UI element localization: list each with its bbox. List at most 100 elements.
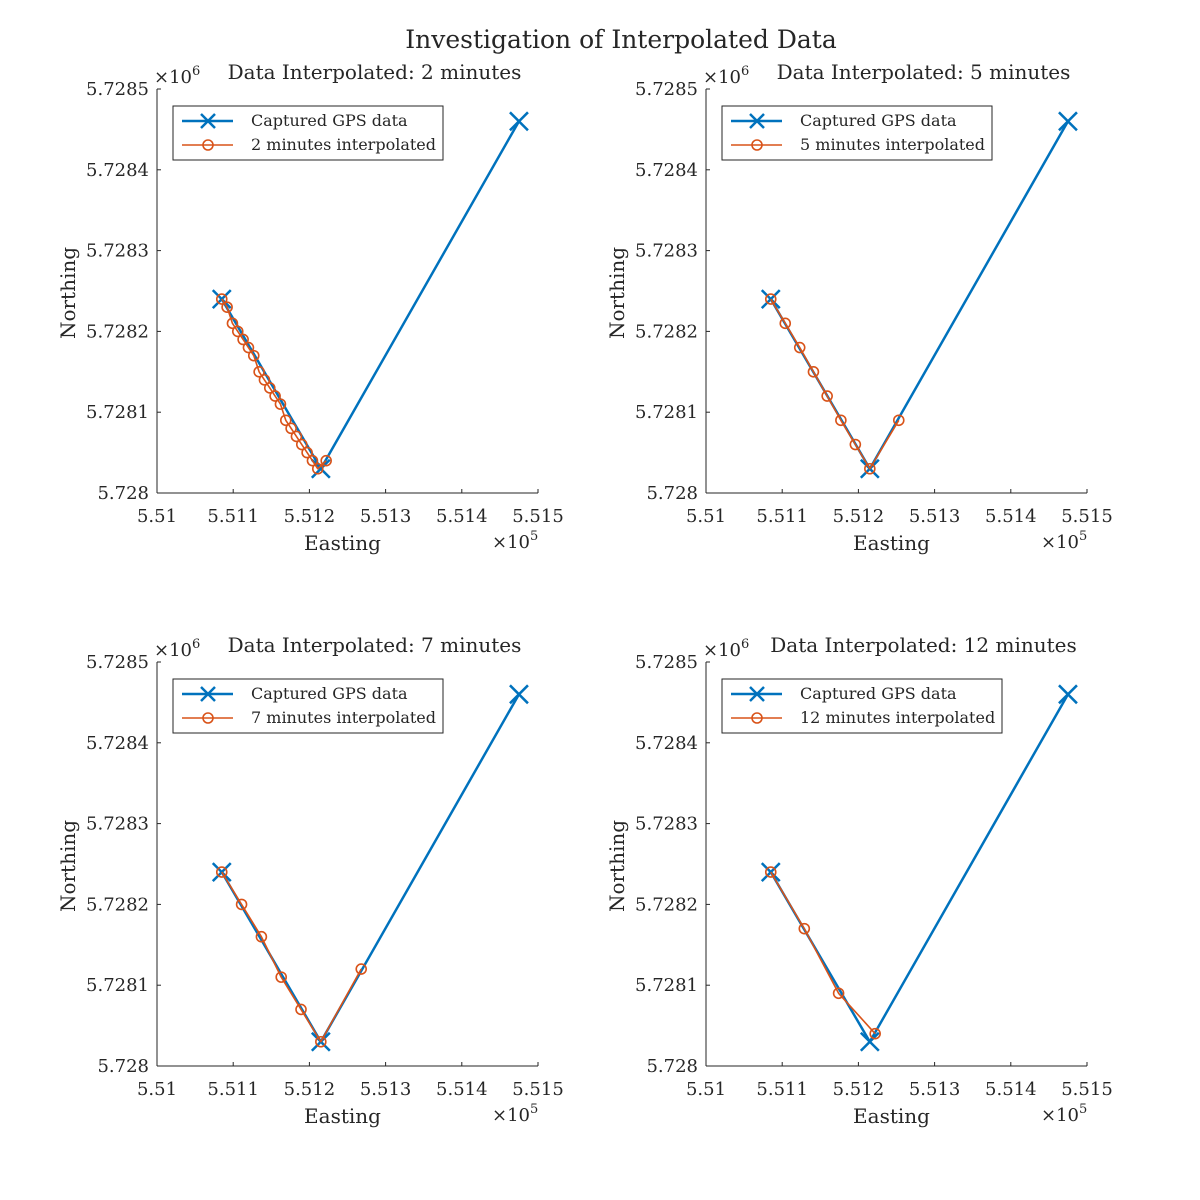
x-exponent-base: ×10	[1041, 1105, 1079, 1126]
y-exponent-power: 6	[741, 64, 749, 79]
interpolated-line	[770, 298, 900, 470]
x-exponent-label: ×105	[492, 1102, 538, 1126]
x-axis-label: Easting	[853, 1104, 930, 1128]
y-tick-label: 5.7282	[635, 894, 698, 915]
y-exponent-power: 6	[192, 64, 200, 79]
legend-captured-label: Captured GPS data	[251, 111, 408, 130]
subplot-1: 5.51 5.511 5.512 5.513 5.514 5.515 5.728 5.7281…	[56, 60, 564, 555]
y-tick-label: 5.728	[97, 1056, 149, 1077]
x-tick-label: 5.515	[512, 506, 564, 527]
y-exponent-label: ×106	[703, 64, 749, 88]
x-exponent-power: 5	[530, 1102, 538, 1117]
interpolated-point-marker	[315, 1035, 327, 1048]
legend-box	[172, 678, 444, 734]
interpolated-point-marker	[275, 971, 288, 983]
interpolated-point-marker	[821, 390, 833, 402]
interpolated-point-marker	[215, 293, 228, 305]
captured-point-marker-b	[1058, 111, 1078, 132]
y-exponent-base: ×10	[154, 640, 192, 661]
x-exponent-power: 5	[1079, 529, 1087, 544]
legend: Captured GPS data 2 minutes interpolated	[172, 105, 444, 161]
legend-box	[172, 105, 444, 161]
legend-interpolated-marker	[202, 139, 214, 151]
x-tick-label: 5.515	[1061, 1079, 1113, 1100]
interpolated-line	[221, 871, 362, 1043]
interpolated-point-marker	[355, 963, 368, 975]
interpolated-point-marker	[279, 414, 292, 427]
x-tick-label: 5.512	[833, 1079, 885, 1100]
x-exponent-base: ×10	[492, 1105, 530, 1126]
subplot-title: Data Interpolated: 12 minutes	[770, 633, 1077, 657]
captured-gps-line	[220, 120, 521, 471]
x-tick-label: 5.511	[207, 506, 259, 527]
interpolated-point-marker	[864, 462, 876, 475]
y-tick-label: 5.7283	[86, 814, 149, 835]
y-axis-label: Northing	[56, 820, 80, 912]
y-tick-label: 5.7281	[635, 975, 698, 996]
interpolated-point-marker	[263, 382, 276, 394]
interpolated-point-marker	[221, 301, 233, 313]
y-tick-label: 5.7283	[635, 814, 698, 835]
x-tick-label: 5.512	[833, 506, 885, 527]
subplot-title: Data Interpolated: 7 minutes	[228, 633, 522, 657]
legend: Captured GPS data 5 minutes interpolated	[721, 105, 993, 161]
interpolated-point-marker	[255, 930, 268, 943]
y-tick-label: 5.7282	[86, 321, 149, 342]
y-tick-label: 5.728	[646, 1056, 698, 1077]
y-exponent-power: 6	[741, 637, 749, 652]
x-exponent-power: 5	[1079, 1102, 1087, 1117]
y-tick-label: 5.7283	[86, 241, 149, 262]
interpolated-point-marker	[311, 462, 324, 475]
interpolated-point-marker	[798, 922, 811, 935]
subplot-3: 5.51 5.511 5.512 5.513 5.514 5.515 5.728 5.7281…	[56, 633, 564, 1128]
legend-captured-label: Captured GPS data	[251, 684, 408, 703]
legend-captured-label: Captured GPS data	[800, 684, 957, 703]
interpolated-point-marker	[231, 325, 244, 338]
captured-point-marker-b	[1058, 684, 1078, 705]
interpolated-point-marker	[269, 390, 281, 402]
x-tick-label: 5.514	[436, 1079, 488, 1100]
interpolated-point-marker	[793, 341, 806, 354]
interpolated-point-marker	[807, 365, 820, 378]
y-tick-label: 5.7284	[86, 733, 149, 754]
interpolated-point-marker	[247, 349, 260, 362]
subplot-title: Data Interpolated: 5 minutes	[777, 60, 1071, 84]
y-tick-label: 5.7284	[86, 160, 149, 181]
y-tick-label: 5.7285	[635, 652, 698, 673]
x-tick-label: 5.515	[512, 1079, 564, 1100]
interpolated-point-marker	[285, 422, 297, 435]
legend-box	[721, 105, 993, 161]
captured-point-marker-b	[509, 684, 529, 705]
subplot-title: Data Interpolated: 2 minutes	[228, 60, 522, 84]
interpolated-point-marker	[832, 987, 845, 1000]
interpolated-point-marker	[835, 414, 847, 427]
x-tick-label: 5.514	[436, 506, 488, 527]
figure-title: Investigation of Interpolated Data	[405, 25, 837, 54]
x-exponent-label: ×105	[1041, 1102, 1087, 1126]
interpolated-point-marker	[320, 454, 332, 467]
legend-captured-marker-b	[200, 686, 216, 702]
subplot-4: 5.51 5.511 5.512 5.513 5.514 5.515 5.728 5.7281…	[605, 633, 1113, 1128]
legend-interpolated-marker	[751, 139, 763, 151]
y-tick-label: 5.7282	[86, 894, 149, 915]
x-tick-label: 5.51	[686, 1079, 726, 1100]
x-tick-label: 5.514	[985, 506, 1037, 527]
legend-interpolated-label: 5 minutes interpolated	[800, 135, 985, 154]
y-exponent-label: ×106	[154, 64, 200, 88]
captured-point-marker-b	[310, 458, 331, 479]
y-exponent-base: ×10	[154, 67, 192, 88]
x-tick-label: 5.51	[137, 506, 177, 527]
x-tick-label: 5.515	[1061, 506, 1113, 527]
captured-point-marker-b	[859, 1031, 880, 1052]
interpolated-point-marker	[253, 365, 265, 378]
legend: Captured GPS data 7 minutes interpolated	[172, 678, 444, 734]
x-tick-label: 5.514	[985, 1079, 1037, 1100]
interpolated-point-marker	[295, 438, 308, 451]
interpolated-line	[770, 871, 876, 1035]
y-tick-label: 5.7285	[86, 652, 149, 673]
x-axis-label: Easting	[304, 1104, 381, 1128]
y-tick-label: 5.7284	[635, 160, 698, 181]
x-tick-label: 5.511	[207, 1079, 259, 1100]
x-tick-label: 5.511	[756, 1079, 808, 1100]
interpolated-point-marker	[290, 430, 303, 443]
